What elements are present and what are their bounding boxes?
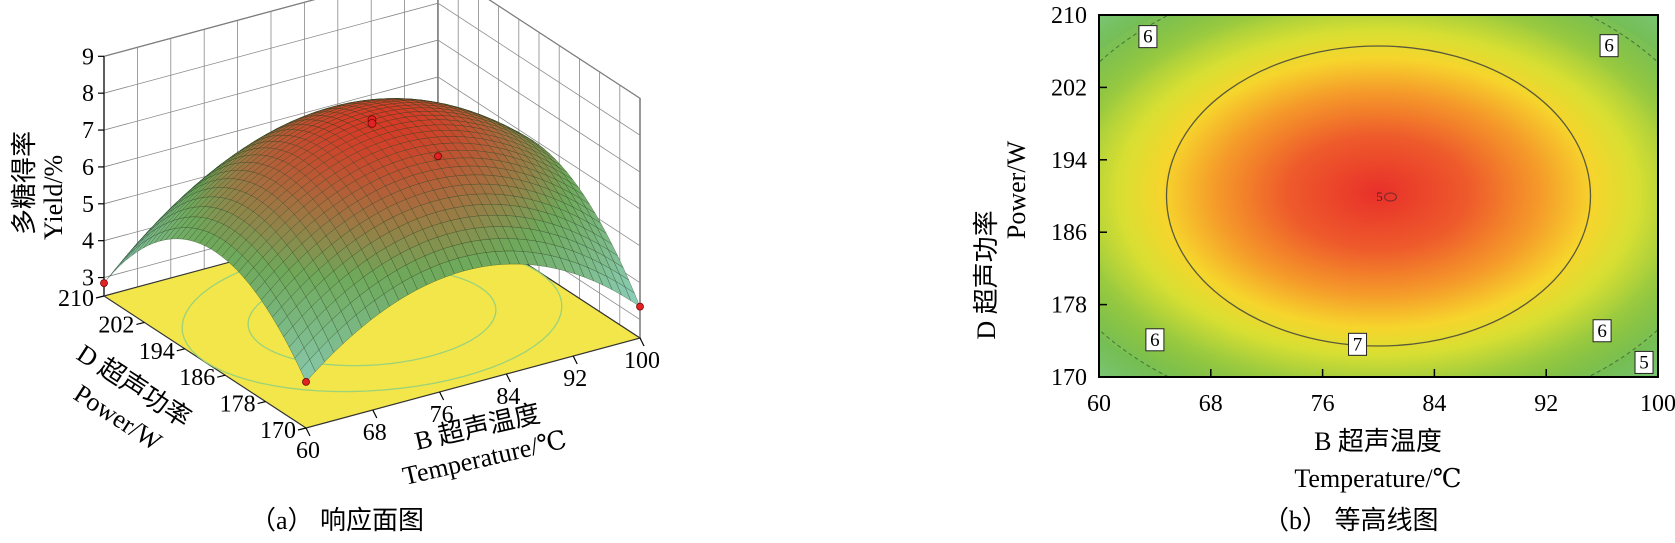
contour-label: 6 — [1597, 321, 1607, 342]
x-tick-mark — [306, 428, 310, 436]
z-tick-label: 4 — [82, 229, 94, 255]
contour-x-tick-label: 68 — [1199, 391, 1223, 417]
y-tick-label: 202 — [98, 312, 134, 338]
x-tick-mark — [640, 338, 644, 346]
contour-x-tick-label: 100 — [1640, 391, 1675, 417]
y-tick-label: 194 — [139, 339, 175, 365]
x-tick-mark — [440, 392, 444, 400]
design-point — [101, 280, 108, 287]
contour-label: 6 — [1604, 36, 1614, 57]
z-axis-label-en: Yield/% — [39, 155, 68, 240]
y-tick-mark — [136, 322, 144, 324]
x-tick-label: 68 — [363, 420, 387, 446]
y-tick-label: 186 — [179, 365, 215, 391]
caption-a: （a） 响应面图 — [250, 506, 424, 535]
contour-x-label-en: Temperature/℃ — [1294, 464, 1461, 493]
contour-label: 5 — [1639, 352, 1649, 373]
y-tick-label: 210 — [58, 286, 94, 312]
z-tick-label: 6 — [82, 155, 94, 181]
x-tick-mark — [506, 374, 510, 382]
contour-y-tick-label: 194 — [1051, 148, 1087, 174]
y-tick-mark — [298, 428, 306, 430]
caption-b: （b） 等高线图 — [1263, 506, 1439, 535]
x-tick-mark — [373, 410, 377, 418]
x-tick-mark — [573, 356, 577, 364]
contour-panel: 5 60 68 76 84 92 100 170 178 186 194 202 210 6 6 6 6 7 5… — [949, 0, 1675, 535]
x-tick-label: 92 — [563, 366, 587, 392]
design-point — [303, 378, 310, 385]
y-tick-mark — [258, 402, 266, 404]
contour-y-tick-label: 202 — [1051, 75, 1087, 101]
contour-x-tick-label: 84 — [1422, 391, 1446, 417]
contour-label: 6 — [1150, 330, 1160, 351]
contour-y-tick-label: 210 — [1051, 3, 1087, 29]
design-point — [637, 303, 644, 310]
z-axis-label-cn: 多糖得率 — [10, 131, 39, 235]
contour-x-tick-label: 76 — [1311, 391, 1335, 417]
contour-y-label-en: Power/W — [1002, 140, 1031, 239]
contour-label: 7 — [1353, 334, 1363, 355]
z-tick-label: 9 — [82, 44, 94, 70]
contour-y-tick-label: 170 — [1051, 365, 1087, 391]
contour-y-label-cn: D 超声功率 — [972, 210, 1001, 339]
contour-x-label-cn: B 超声温度 — [1314, 427, 1442, 456]
contour-y-tick-label: 186 — [1051, 220, 1087, 246]
design-point — [368, 119, 376, 127]
contour-label: 6 — [1143, 27, 1153, 48]
z-tick-label: 5 — [82, 192, 94, 218]
design-point — [435, 153, 442, 160]
y-tick-mark — [217, 375, 225, 377]
contour-x-tick-label: 60 — [1087, 391, 1111, 417]
z-tick-label: 8 — [82, 81, 94, 107]
x-tick-label: 100 — [624, 348, 660, 374]
x-tick-label: 60 — [296, 438, 320, 464]
y-tick-label: 178 — [220, 392, 256, 418]
y-tick-mark — [177, 349, 185, 351]
z-tick-label: 7 — [82, 118, 94, 144]
center-label: 5 — [1376, 189, 1383, 204]
contour-x-tick-label: 92 — [1534, 391, 1558, 417]
y-tick-mark — [96, 296, 104, 298]
contour-y-tick-label: 178 — [1051, 293, 1087, 319]
y-tick-label: 170 — [260, 418, 296, 444]
